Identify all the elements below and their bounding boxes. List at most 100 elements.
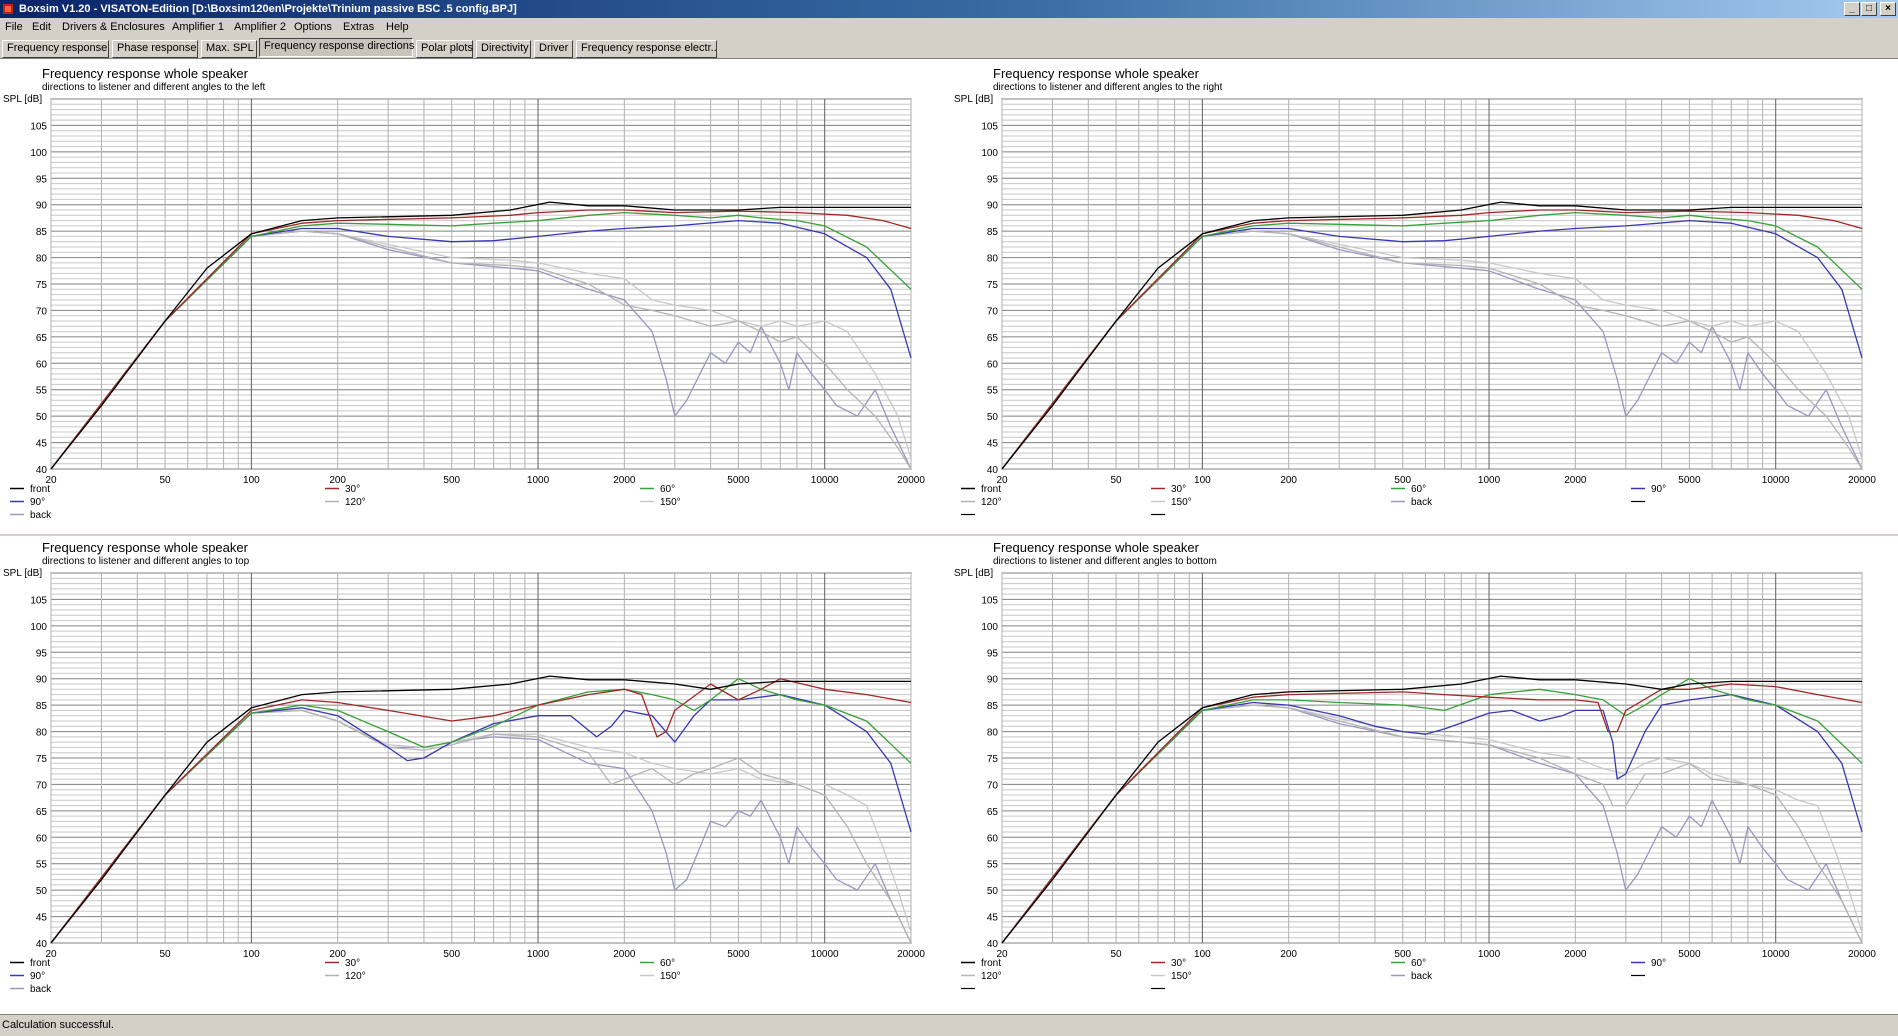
y-tick-label: 70 xyxy=(36,306,48,317)
y-tick-label: 75 xyxy=(987,280,999,291)
x-tick-label: 1000 xyxy=(1478,475,1501,486)
chart-title: Frequency response whole speaker xyxy=(993,66,1199,81)
y-tick-label: 50 xyxy=(36,886,48,897)
menu-amplifier-1[interactable]: Amplifier 1 xyxy=(172,21,224,33)
x-tick-label: 20 xyxy=(45,949,57,960)
legend-label: 90° xyxy=(1651,958,1666,969)
y-tick-label: 95 xyxy=(36,174,48,185)
y-tick-label: 85 xyxy=(987,227,999,238)
y-tick-label: 65 xyxy=(36,333,48,344)
y-tick-label: 60 xyxy=(987,833,999,844)
y-tick-label: 90 xyxy=(987,201,999,212)
tab-driver[interactable]: Driver xyxy=(534,40,573,58)
y-tick-label: 55 xyxy=(987,860,999,871)
tab-phase-response[interactable]: Phase response xyxy=(112,40,198,58)
y-tick-label: 105 xyxy=(30,595,47,606)
x-tick-label: 1000 xyxy=(1478,949,1501,960)
x-tick-label: 2000 xyxy=(613,949,636,960)
y-tick-label: 70 xyxy=(987,306,999,317)
menu-options[interactable]: Options xyxy=(294,21,332,33)
tab-frequency-response-electrical[interactable]: Frequency response electr.. xyxy=(576,40,717,58)
legend-label: 60° xyxy=(1411,484,1426,495)
y-tick-label: 40 xyxy=(987,939,999,950)
y-tick-label: 60 xyxy=(36,833,48,844)
y-tick-label: 45 xyxy=(36,913,48,924)
y-tick-label: 70 xyxy=(987,780,999,791)
window-title: Boxsim V1.20 - VISATON-Edition [D:\Boxsi… xyxy=(19,3,517,15)
y-tick-label: 55 xyxy=(36,386,48,397)
series-line-30deg xyxy=(50,209,912,470)
y-tick-label: 65 xyxy=(987,333,999,344)
y-tick-label: 80 xyxy=(987,254,999,265)
y-tick-label: 75 xyxy=(987,754,999,765)
y-tick-label: 95 xyxy=(987,648,999,659)
y-tick-label: 100 xyxy=(30,148,47,159)
series-line-30deg xyxy=(1001,683,1863,944)
legend-label: 60° xyxy=(660,958,675,969)
series-line-30deg xyxy=(50,678,912,944)
tab-max-spl[interactable]: Max. SPL xyxy=(201,40,257,58)
legend-label: back xyxy=(1411,971,1433,982)
y-tick-label: 95 xyxy=(987,174,999,185)
close-button[interactable]: × xyxy=(1880,2,1896,16)
y-tick-label: 85 xyxy=(36,227,48,238)
legend-label: 150° xyxy=(1171,497,1192,508)
menu-edit[interactable]: Edit xyxy=(32,21,51,33)
status-bar: Calculation successful. xyxy=(0,1014,1898,1036)
series-line-90deg xyxy=(50,219,912,470)
series-line-back xyxy=(1001,704,1863,944)
legend-label: front xyxy=(981,484,1001,495)
x-tick-label: 20 xyxy=(45,475,57,486)
y-tick-label: 85 xyxy=(36,701,48,712)
legend-label: 120° xyxy=(981,971,1002,982)
x-tick-label: 5000 xyxy=(1678,949,1701,960)
tab-polar-plots[interactable]: Polar plots xyxy=(416,40,473,58)
menu-help[interactable]: Help xyxy=(386,21,409,33)
menu-amplifier-2[interactable]: Amplifier 2 xyxy=(234,21,286,33)
y-tick-label: 45 xyxy=(36,439,48,450)
menu-file[interactable]: File xyxy=(5,21,23,33)
x-tick-label: 50 xyxy=(1111,949,1123,960)
tab-frequency-response[interactable]: Frequency response xyxy=(2,40,109,58)
series-line-90deg xyxy=(1001,693,1863,944)
legend-label: 150° xyxy=(1171,971,1192,982)
x-tick-label: 500 xyxy=(1394,475,1411,486)
legend-label: front xyxy=(981,958,1001,969)
y-tick-label: 45 xyxy=(987,439,999,450)
x-tick-label: 500 xyxy=(443,949,460,960)
minimize-button[interactable]: _ xyxy=(1844,2,1860,16)
x-tick-label: 10000 xyxy=(811,475,839,486)
x-tick-label: 1000 xyxy=(527,949,550,960)
maximize-button[interactable]: □ xyxy=(1861,2,1877,16)
legend-label: 90° xyxy=(30,971,45,982)
series-line-front xyxy=(1001,201,1862,470)
y-tick-label: 65 xyxy=(987,807,999,818)
tab-directivity[interactable]: Directivity xyxy=(476,40,531,58)
y-tick-label: 95 xyxy=(36,648,48,659)
series-line-front xyxy=(1001,675,1862,944)
legend-label: 90° xyxy=(1651,484,1666,495)
x-tick-label: 2000 xyxy=(1564,475,1587,486)
y-tick-label: 55 xyxy=(987,386,999,397)
y-tick-label: 100 xyxy=(30,622,47,633)
y-tick-label: 75 xyxy=(36,754,48,765)
y-tick-label: 50 xyxy=(36,412,48,423)
menu-extras[interactable]: Extras xyxy=(343,21,375,33)
x-tick-label: 200 xyxy=(329,949,346,960)
x-tick-label: 20000 xyxy=(897,475,925,486)
series-line-back xyxy=(1001,230,1863,470)
x-tick-label: 10000 xyxy=(1762,475,1790,486)
x-tick-label: 100 xyxy=(243,475,260,486)
menu-bar: File Edit Drivers & Enclosures Amplifier… xyxy=(0,18,1898,37)
y-tick-label: 75 xyxy=(36,280,48,291)
x-tick-label: 20000 xyxy=(1848,949,1876,960)
menu-drivers-enclosures[interactable]: Drivers & Enclosures xyxy=(62,21,165,33)
series-line-120deg xyxy=(1001,230,1863,470)
series-line-60deg xyxy=(1001,211,1863,470)
title-bar: Boxsim V1.20 - VISATON-Edition [D:\Boxsi… xyxy=(0,0,1898,18)
y-tick-label: 80 xyxy=(987,728,999,739)
frequency-response-chart-right: 20 50 100 200 500 1000 2000 5000 10000 20000 105 10… xyxy=(961,98,1876,516)
tab-frequency-response-directions[interactable]: Frequency response directions xyxy=(259,38,414,57)
x-tick-label: 1000 xyxy=(527,475,550,486)
y-tick-label: 90 xyxy=(36,675,48,686)
